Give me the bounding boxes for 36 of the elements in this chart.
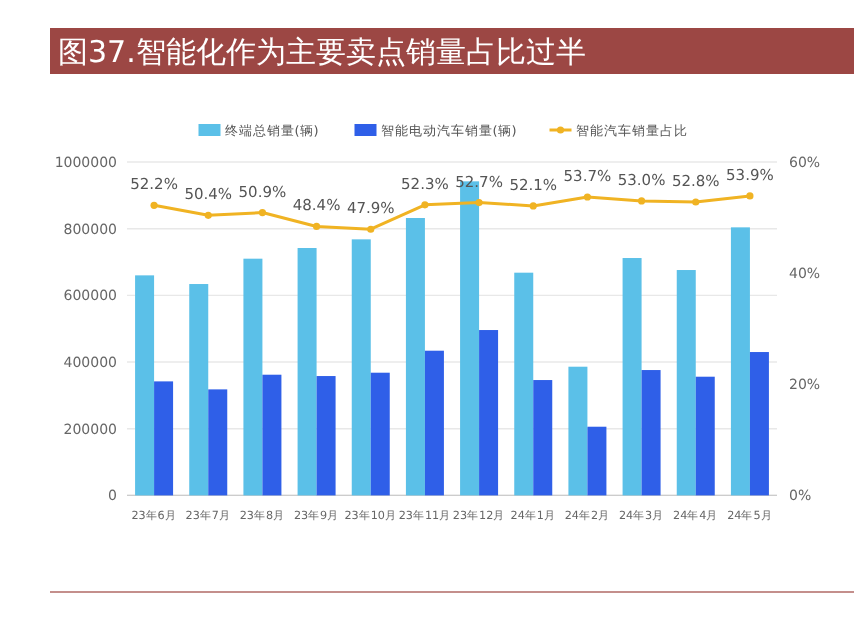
point xyxy=(312,222,321,231)
point xyxy=(637,197,646,205)
point xyxy=(150,201,158,209)
point xyxy=(746,192,754,200)
bar xyxy=(730,227,750,496)
bar xyxy=(479,330,499,496)
bar xyxy=(316,376,336,496)
point xyxy=(475,198,483,207)
bar xyxy=(622,258,642,496)
bar xyxy=(514,272,534,496)
bar xyxy=(695,376,715,496)
point xyxy=(692,198,700,206)
point xyxy=(583,193,592,201)
bar xyxy=(676,270,696,496)
bar xyxy=(262,374,282,496)
bar xyxy=(641,370,661,496)
point xyxy=(204,211,212,219)
bar xyxy=(189,284,209,496)
bar xyxy=(370,372,390,496)
bar xyxy=(243,258,263,496)
bar xyxy=(405,218,425,496)
bar xyxy=(154,381,174,496)
bar xyxy=(587,426,607,496)
bar xyxy=(533,380,553,496)
bar xyxy=(424,350,444,496)
point xyxy=(421,201,429,209)
bar xyxy=(568,366,588,496)
bar xyxy=(208,389,228,496)
bar xyxy=(135,275,155,496)
point xyxy=(367,225,375,233)
bar xyxy=(351,239,371,496)
bar xyxy=(297,248,317,496)
chart-title: 图37.智能化作为主要卖点销量占比过半 xyxy=(58,34,586,70)
point xyxy=(529,202,537,210)
point xyxy=(258,208,267,217)
bar xyxy=(749,352,769,496)
